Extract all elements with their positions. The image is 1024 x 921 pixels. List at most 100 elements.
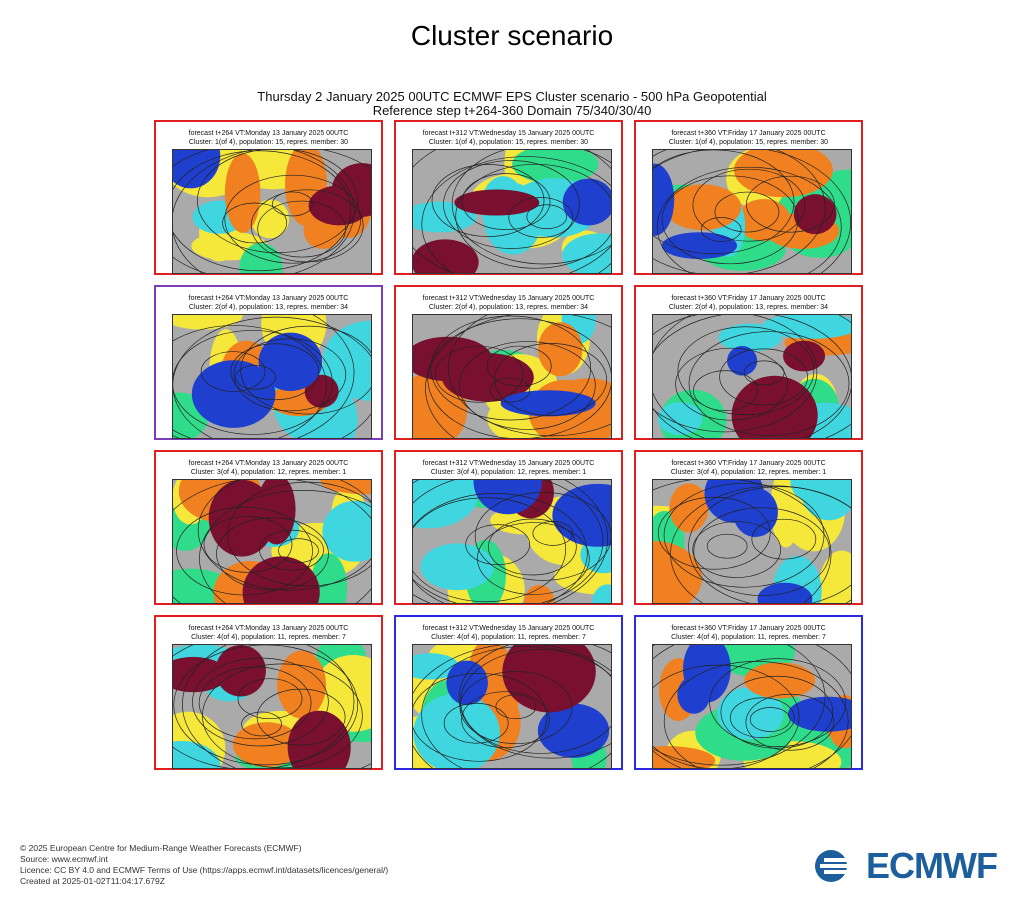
contour-line <box>425 315 611 438</box>
geopotential-map <box>172 314 372 439</box>
contour-line <box>241 711 282 737</box>
contour-line <box>677 326 815 416</box>
cluster-panel: forecast t+360 VT:Friday 17 January 2025… <box>634 120 863 275</box>
anomaly-blob <box>251 199 290 239</box>
contour-line <box>653 664 800 768</box>
panel-cluster-info: Cluster: 1(of 4), population: 15, repres… <box>428 139 589 146</box>
contour-line <box>216 517 329 591</box>
contour-line <box>693 507 831 597</box>
anomaly-blob <box>512 150 599 184</box>
geopotential-map <box>652 314 852 439</box>
panel-cluster-info: Cluster: 3(of 4), population: 12, repres… <box>190 469 347 476</box>
contour-line <box>259 529 324 571</box>
contour-line <box>203 516 293 573</box>
contour-line <box>692 521 782 578</box>
panel-forecast: forecast t+312 VT:Wednesday 15 January 2… <box>422 625 595 632</box>
contour-line <box>692 168 806 242</box>
anomaly-blob <box>669 483 709 533</box>
anomaly-blob <box>173 315 243 330</box>
geopotential-map <box>412 644 612 769</box>
contour-line <box>476 522 590 595</box>
contour-line <box>460 649 611 754</box>
contour-line <box>199 490 371 603</box>
anomaly-blob <box>653 163 675 236</box>
geopotential-map <box>412 149 612 274</box>
contour-line <box>455 163 611 269</box>
anomaly-blob <box>818 550 851 603</box>
contour-line <box>714 191 780 233</box>
ecmwf-logo-text: ECMWF <box>866 845 998 886</box>
contour-line <box>443 702 509 744</box>
contour-line <box>421 156 611 273</box>
contour-line <box>272 191 313 217</box>
cluster-panel: forecast t+312 VT:Wednesday 15 January 2… <box>394 450 623 605</box>
contour-line <box>461 691 550 749</box>
contour-line <box>182 645 371 768</box>
anomaly-blob <box>500 390 596 417</box>
anomaly-blob <box>224 153 261 233</box>
anomaly-blob <box>287 710 351 768</box>
contour-line <box>240 325 371 415</box>
contour-line <box>173 645 355 768</box>
contour-line <box>173 315 355 438</box>
panel-cluster-info: Cluster: 2(of 4), population: 13, repres… <box>668 304 829 311</box>
panel-forecast: forecast t+360 VT:Friday 17 January 2025… <box>671 295 826 302</box>
licence: Licence: CC BY 4.0 and ECMWF Terms of Us… <box>20 865 389 875</box>
contour-line <box>656 166 842 273</box>
panel-cluster-info: Cluster: 1(of 4), population: 15, repres… <box>188 139 349 146</box>
panel-forecast: forecast t+360 VT:Friday 17 January 2025… <box>671 460 826 467</box>
anomaly-blob <box>762 315 851 339</box>
contour-line <box>706 533 748 559</box>
anomaly-blob <box>208 480 276 557</box>
contour-line <box>413 497 567 603</box>
geopotential-map <box>172 479 372 604</box>
cluster-panel: forecast t+312 VT:Wednesday 15 January 2… <box>394 285 623 440</box>
contour-line <box>458 645 611 759</box>
panel-forecast: forecast t+312 VT:Wednesday 15 January 2… <box>422 460 595 467</box>
cluster-panel: forecast t+264 VT:Monday 13 January 2025… <box>154 285 383 440</box>
contour-line <box>413 493 588 603</box>
contour-line <box>197 480 371 591</box>
anomaly-blob <box>787 696 851 732</box>
contour-line <box>224 174 362 264</box>
panel-cluster-info: Cluster: 4(of 4), population: 11, repres… <box>191 634 346 641</box>
contour-line <box>743 360 785 386</box>
contour-line <box>451 150 611 265</box>
contour-line <box>709 658 846 747</box>
cluster-panel: forecast t+312 VT:Wednesday 15 January 2… <box>394 120 623 275</box>
cluster-panel: forecast t+360 VT:Friday 17 January 2025… <box>634 285 863 440</box>
contour-line <box>173 645 359 766</box>
anomaly-blob <box>446 660 488 706</box>
anomaly-blob <box>473 480 542 515</box>
geopotential-map <box>652 479 852 604</box>
chart-header-line1: Thursday 2 January 2025 00UTC ECMWF EPS … <box>257 89 767 104</box>
anomaly-blob <box>733 150 833 198</box>
contour-line <box>745 693 835 751</box>
contour-line <box>256 688 346 746</box>
contour-line <box>173 316 371 438</box>
panel-forecast: forecast t+360 VT:Friday 17 January 2025… <box>671 130 826 137</box>
anomaly-blob <box>661 232 738 260</box>
contour-line <box>663 661 849 768</box>
panel-forecast: forecast t+264 VT:Monday 13 January 2025… <box>188 295 349 302</box>
ecmwf-logo: ECMWF <box>814 845 998 887</box>
created-at: Created at 2025-01-02T11:04:17.679Z <box>20 876 165 886</box>
anomaly-blob <box>733 487 778 537</box>
contour-line <box>230 343 320 401</box>
contour-line <box>508 197 574 238</box>
anomaly-blob <box>718 323 782 352</box>
cluster-panel: forecast t+264 VT:Monday 13 January 2025… <box>154 120 383 275</box>
anomaly-blob <box>173 741 221 768</box>
contour-line <box>173 150 352 272</box>
anomaly-blob <box>744 662 816 699</box>
contour-line <box>688 331 850 436</box>
anomaly-blob <box>413 480 479 529</box>
contour-line <box>663 482 825 588</box>
contour-line <box>670 485 851 603</box>
panel-forecast: forecast t+312 VT:Wednesday 15 January 2… <box>422 130 595 137</box>
geopotential-map <box>172 644 372 769</box>
contour-line <box>430 315 592 421</box>
anomaly-blob <box>320 480 371 495</box>
anomaly-blob <box>653 540 703 603</box>
